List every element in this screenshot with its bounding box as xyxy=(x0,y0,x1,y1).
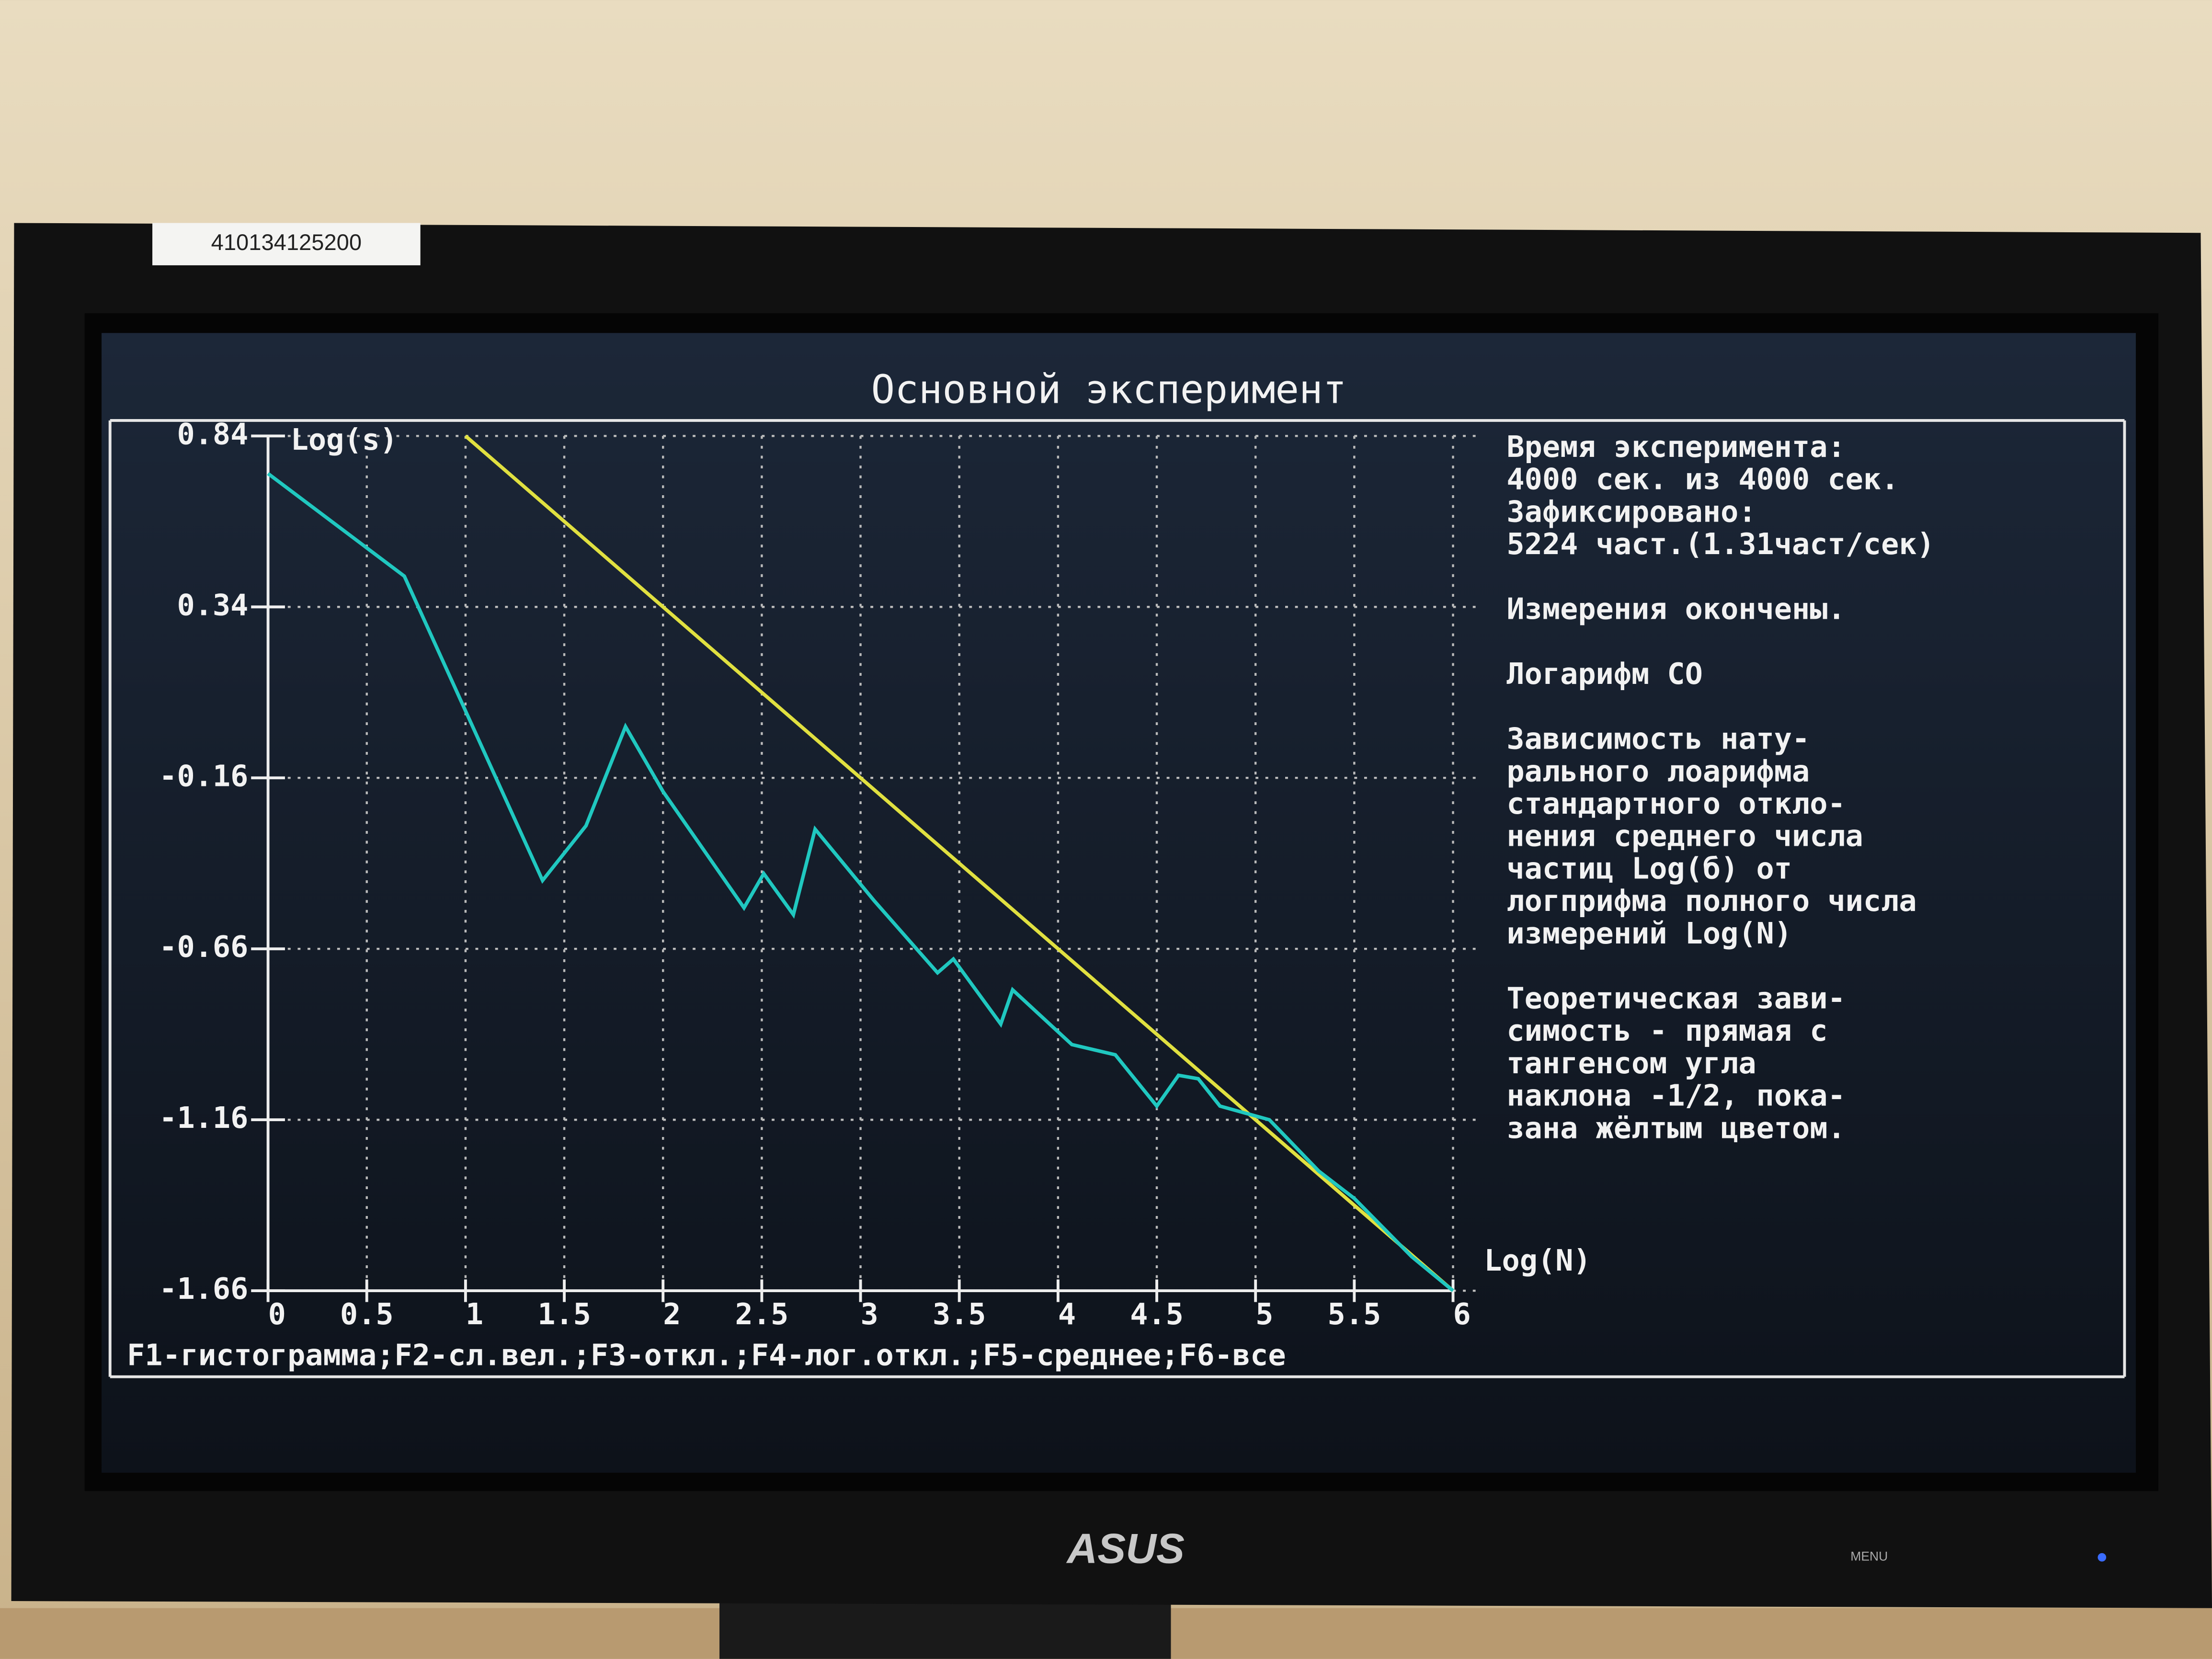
sticker xyxy=(152,223,421,265)
data-line xyxy=(267,472,1454,1292)
x-tick-label: 4 xyxy=(1058,1297,1076,1331)
screen-title: Основной эксперимент xyxy=(871,366,1346,412)
y-tick-label: -0.16 xyxy=(159,759,248,793)
info-line: рального лоарифма xyxy=(1506,754,1810,788)
x-tick-label: 3.5 xyxy=(933,1297,986,1331)
info-line: тангенсом угла xyxy=(1506,1046,1756,1080)
y-tick-label: -1.66 xyxy=(159,1272,248,1306)
x-tick-label: 1 xyxy=(466,1297,483,1331)
x-tick-label: 3 xyxy=(861,1297,878,1331)
x-tick-label: 0 xyxy=(268,1297,286,1331)
info-line: симость - прямая с xyxy=(1506,1013,1827,1048)
sticker-text: 410134125200 xyxy=(211,229,362,255)
y-tick-label: -1.16 xyxy=(159,1101,248,1135)
info-line: наклона -1/2, пока- xyxy=(1506,1079,1845,1113)
info-line: Измерения окончены. xyxy=(1506,592,1845,626)
y-tick-label: 0.84 xyxy=(177,417,248,451)
info-panel: Время эксперимента:4000 сек. из 4000 сек… xyxy=(1506,430,1934,1146)
x-tick-label: 2.5 xyxy=(735,1297,789,1331)
x-tick-label: 1.5 xyxy=(537,1297,591,1331)
x-tick-label: 2 xyxy=(663,1297,681,1331)
info-line: Теоретическая зави- xyxy=(1506,981,1845,1015)
x-tick-label: 5.5 xyxy=(1328,1297,1381,1331)
data-line xyxy=(464,434,1454,1292)
info-line: Логарифм СО xyxy=(1506,657,1702,691)
info-line: логприфма полного числа xyxy=(1506,884,1916,918)
x-axis-label: Log(N) xyxy=(1484,1243,1591,1278)
x-tick-label: 5 xyxy=(1255,1297,1273,1331)
x-tick-label: 0.5 xyxy=(340,1297,394,1331)
info-line: 5224 част.(1.31част/сек) xyxy=(1506,527,1934,561)
info-line: Время эксперимента: xyxy=(1506,430,1845,464)
info-line: нения среднего числа xyxy=(1506,819,1863,853)
info-line: стандартного откло- xyxy=(1506,786,1845,821)
info-line: 4000 сек. из 4000 сек. xyxy=(1506,462,1899,497)
screen xyxy=(102,333,2136,1473)
function-key-menu: F1-гистограмма;F2-сл.вел.;F3-откл.;F4-ло… xyxy=(127,1338,1286,1373)
power-led xyxy=(2098,1553,2107,1562)
info-line: измерений Log(N) xyxy=(1506,916,1792,951)
info-line: Зафиксировано: xyxy=(1506,494,1756,529)
y-tick-label: 0.34 xyxy=(177,588,248,622)
x-tick-label: 4.5 xyxy=(1130,1297,1184,1331)
menu-button-label: MENU xyxy=(1850,1549,1888,1564)
y-tick-label: -0.66 xyxy=(159,930,248,964)
info-line: частиц Log(б) от xyxy=(1506,851,1792,886)
chart: 0.84 0.34 -0.16 -0.66 -1.16 -1.66 0 0.5 1 1.5 2 2.5… xyxy=(159,417,1591,1331)
y-axis-label: Log(s) xyxy=(291,422,398,457)
x-tick-label: 6 xyxy=(1453,1297,1471,1331)
info-line: зана жёлтым цветом. xyxy=(1506,1111,1845,1145)
brand-logo: ASUS xyxy=(1066,1524,1185,1572)
info-line: Зависимость нату- xyxy=(1506,722,1810,756)
